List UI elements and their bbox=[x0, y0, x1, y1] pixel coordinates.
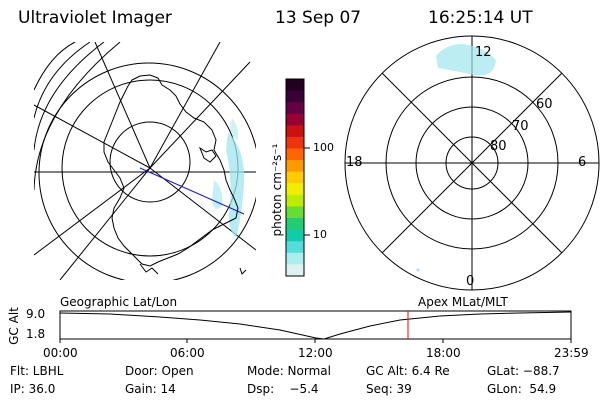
instrument-title: Ultraviolet Imager bbox=[18, 8, 172, 28]
param-ip: IP: 36.0 bbox=[10, 382, 56, 396]
timeline-plot bbox=[59, 310, 572, 343]
colorbar-band bbox=[286, 206, 304, 219]
colorbar-frame bbox=[285, 78, 305, 277]
mlat-label-60: 60 bbox=[536, 97, 553, 112]
mlt-label-6: 6 bbox=[578, 155, 587, 170]
param-mode: Mode: Normal bbox=[247, 364, 331, 378]
timeline-x-tick-0600: 06:00 bbox=[170, 346, 205, 360]
param-glon: GLon: 54.9 bbox=[487, 382, 557, 396]
timeline-y-tick-1-8: 1.8 bbox=[26, 327, 46, 341]
colorbar-band bbox=[286, 218, 304, 231]
timeline-x-tick-1200: 12:00 bbox=[298, 346, 333, 360]
param-gain: Gain: 14 bbox=[125, 382, 176, 396]
apex-caption: Apex MLat/MLT bbox=[418, 295, 508, 309]
colorbar-band bbox=[286, 183, 304, 196]
param-glat: GLat: −88.7 bbox=[487, 364, 560, 378]
colorbar-band bbox=[286, 79, 304, 92]
polar-mlt-plot bbox=[344, 35, 600, 291]
geographic-caption: Geographic Lat/Lon bbox=[60, 295, 178, 309]
timeline-x-tick-1800: 18:00 bbox=[426, 346, 461, 360]
aurora-emission-right bbox=[436, 44, 496, 76]
colorbar-band bbox=[286, 171, 304, 184]
colorbar-band bbox=[286, 136, 304, 150]
colorbar bbox=[286, 79, 304, 277]
param-dsp: Dsp: −5.4 bbox=[247, 382, 319, 396]
param-gc-alt: GC Alt: 6.4 Re bbox=[366, 364, 450, 378]
colorbar-band bbox=[286, 229, 304, 242]
mlat-label-80: 80 bbox=[490, 139, 507, 154]
timeline-y-tick-9: 9.0 bbox=[26, 307, 46, 321]
colorbar-band bbox=[286, 113, 304, 126]
timeline-x-tick-2359: 23:59 bbox=[554, 346, 589, 360]
mlt-label-12: 12 bbox=[475, 45, 492, 60]
time-label: 16:25:14 UT bbox=[428, 8, 533, 28]
colorbar-band bbox=[286, 252, 304, 265]
param-filter: Flt: LBHL bbox=[10, 364, 64, 378]
colorbar-band bbox=[286, 90, 304, 103]
colorbar-band bbox=[286, 194, 304, 207]
param-door: Door: Open bbox=[125, 364, 194, 378]
colorbar-band bbox=[286, 125, 304, 138]
date-label: 13 Sep 07 bbox=[275, 8, 362, 28]
globe-outline bbox=[38, 62, 256, 280]
geographic-map bbox=[34, 42, 256, 280]
colorbar-band bbox=[286, 241, 304, 254]
mlt-label-18: 18 bbox=[346, 155, 363, 170]
colorbar-tick-100: 100 bbox=[313, 141, 334, 154]
timeline-y-axis-label: GC Alt bbox=[7, 307, 21, 345]
param-seq: Seq: 39 bbox=[366, 382, 412, 396]
gc-altitude-curve bbox=[59, 311, 572, 340]
timeline-x-tick-0000: 00:00 bbox=[43, 346, 78, 360]
colorbar-unit-label: photon cm⁻²s⁻¹ bbox=[270, 143, 284, 237]
antarctica-coastline bbox=[103, 74, 239, 267]
colorbar-tick-10: 10 bbox=[313, 228, 327, 241]
colorbar-band bbox=[286, 160, 304, 173]
mlat-label-70: 70 bbox=[512, 119, 529, 134]
mlt-label-0: 0 bbox=[466, 274, 475, 289]
satellite-track bbox=[139, 167, 245, 215]
aurora-emission-left bbox=[212, 118, 245, 238]
colorbar-band bbox=[286, 148, 304, 161]
colorbar-band bbox=[286, 102, 304, 115]
colorbar-band bbox=[286, 264, 304, 277]
